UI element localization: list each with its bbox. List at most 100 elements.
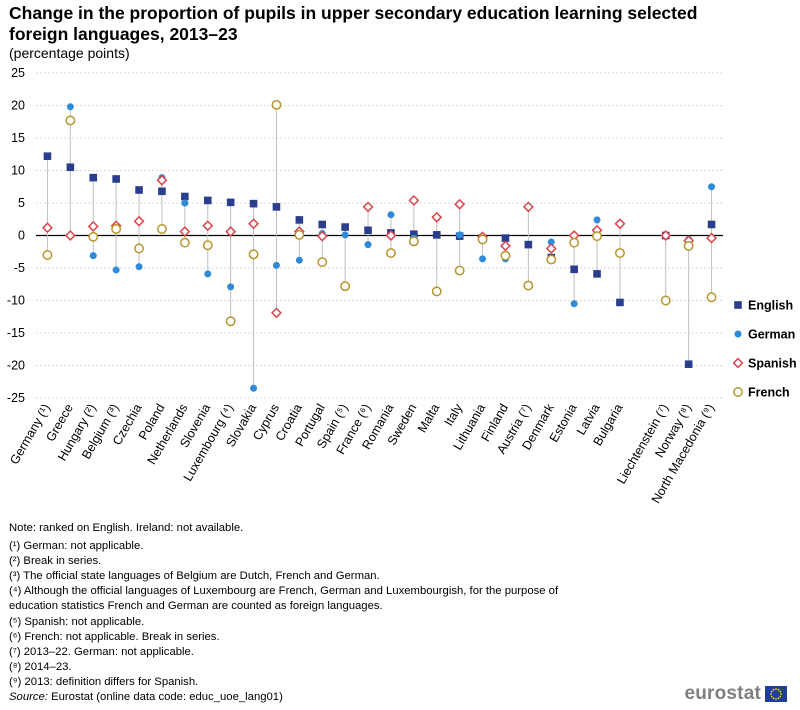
legend-label: Spanish bbox=[748, 357, 797, 371]
data-point-french bbox=[546, 254, 557, 265]
data-point-german bbox=[364, 241, 372, 249]
data-point-english bbox=[593, 270, 601, 278]
data-point-french bbox=[454, 265, 465, 276]
data-point-german bbox=[272, 261, 280, 269]
data-point-french bbox=[317, 257, 328, 268]
data-point-french bbox=[294, 229, 305, 240]
data-point-french bbox=[431, 286, 442, 297]
data-point-spanish bbox=[202, 220, 214, 232]
data-point-english bbox=[684, 360, 693, 368]
range-lines bbox=[46, 104, 713, 389]
y-tick-label: -25 bbox=[7, 391, 25, 405]
data-point-english bbox=[272, 203, 281, 211]
data-markers bbox=[41, 99, 718, 392]
data-point-german bbox=[547, 238, 555, 246]
note-line: (⁹) 2013: definition differs for Spanish… bbox=[9, 675, 199, 688]
data-point-english bbox=[410, 230, 418, 238]
source-label: Source: bbox=[9, 691, 48, 704]
data-point-spanish bbox=[362, 201, 374, 213]
data-point-spanish bbox=[316, 230, 328, 242]
data-point-english bbox=[707, 220, 716, 229]
note-line: (²) Break in series. bbox=[9, 555, 102, 568]
data-point-english bbox=[158, 187, 166, 196]
data-point-english bbox=[112, 175, 120, 183]
data-point-french bbox=[65, 115, 76, 126]
data-point-english bbox=[203, 196, 212, 205]
note-line: (¹) German: not applicable. bbox=[9, 540, 144, 553]
data-point-english bbox=[43, 152, 52, 160]
note-line: education statistics French and German a… bbox=[9, 600, 383, 613]
data-point-german bbox=[593, 216, 601, 224]
data-point-spanish bbox=[660, 230, 672, 241]
data-point-spanish bbox=[545, 243, 557, 254]
y-tick-label: -20 bbox=[7, 359, 25, 373]
data-point-english bbox=[66, 163, 75, 172]
note-line: (⁵) Spanish: not applicable. bbox=[9, 615, 145, 628]
data-point-german bbox=[112, 266, 120, 274]
source-line: Source: Eurostat (online data code: educ… bbox=[9, 690, 769, 705]
note-line: (⁷) 2013–22. German: not applicable. bbox=[9, 645, 194, 658]
data-point-spanish bbox=[454, 198, 466, 210]
gridlines bbox=[36, 72, 723, 399]
y-tick-label: -5 bbox=[14, 261, 25, 275]
data-point-german bbox=[89, 252, 97, 260]
data-point-german bbox=[341, 231, 349, 239]
legend-marker-english bbox=[734, 301, 742, 309]
data-point-french bbox=[111, 224, 122, 234]
data-point-french bbox=[340, 281, 351, 292]
legend: English German Spanish French bbox=[732, 299, 797, 400]
note-line: Note: ranked on English. Ireland: not av… bbox=[9, 522, 244, 534]
data-point-english bbox=[318, 220, 327, 229]
data-point-german bbox=[456, 231, 464, 239]
data-point-english bbox=[226, 198, 235, 207]
y-tick-label: 0 bbox=[18, 229, 25, 243]
data-point-spanish bbox=[385, 230, 397, 241]
eurostat-logo: eurostat bbox=[684, 683, 787, 705]
data-point-spanish bbox=[156, 174, 168, 186]
data-point-spanish bbox=[706, 232, 718, 244]
data-point-spanish bbox=[225, 226, 237, 238]
data-point-english bbox=[570, 265, 578, 274]
legend-label: German bbox=[748, 328, 795, 342]
data-point-english bbox=[135, 186, 143, 194]
data-point-english bbox=[341, 223, 349, 231]
data-point-english bbox=[249, 199, 258, 208]
data-point-german bbox=[204, 270, 212, 278]
legend-label: French bbox=[748, 386, 790, 400]
y-tick-label: 25 bbox=[11, 66, 25, 80]
data-point-spanish bbox=[248, 218, 260, 230]
data-point-french bbox=[88, 231, 99, 242]
data-point-french bbox=[248, 249, 259, 260]
data-point-spanish bbox=[64, 230, 76, 241]
note-line: (⁴) Although the official languages of L… bbox=[9, 585, 559, 598]
data-point-spanish bbox=[270, 307, 282, 319]
data-point-spanish bbox=[431, 211, 443, 223]
data-point-french bbox=[592, 231, 602, 242]
data-point-french bbox=[42, 250, 53, 260]
data-point-french bbox=[408, 236, 419, 247]
data-point-french bbox=[523, 280, 534, 291]
data-point-german bbox=[570, 300, 578, 308]
data-point-spanish bbox=[522, 201, 534, 213]
data-point-french bbox=[225, 316, 236, 327]
data-point-german bbox=[227, 283, 235, 291]
y-tick-label: 15 bbox=[11, 131, 25, 145]
note-line: (⁶) French: not applicable. Break in ser… bbox=[9, 630, 220, 643]
data-point-french bbox=[683, 240, 694, 251]
logo-text: eurostat bbox=[684, 683, 761, 704]
data-point-english bbox=[616, 298, 624, 307]
data-point-english bbox=[89, 173, 98, 182]
data-point-french bbox=[477, 234, 488, 245]
data-point-german bbox=[181, 199, 189, 207]
data-point-english bbox=[295, 216, 304, 224]
data-point-german bbox=[66, 103, 74, 111]
note-line: (³) The official state languages of Belg… bbox=[9, 570, 380, 583]
y-tick-label: 5 bbox=[18, 196, 25, 210]
data-point-french bbox=[500, 250, 511, 261]
data-point-german bbox=[387, 211, 395, 219]
data-point-spanish bbox=[41, 222, 53, 234]
x-tick-label: Malta bbox=[415, 401, 442, 435]
legend-marker-spanish bbox=[732, 357, 744, 369]
legend-marker-german bbox=[734, 330, 742, 338]
